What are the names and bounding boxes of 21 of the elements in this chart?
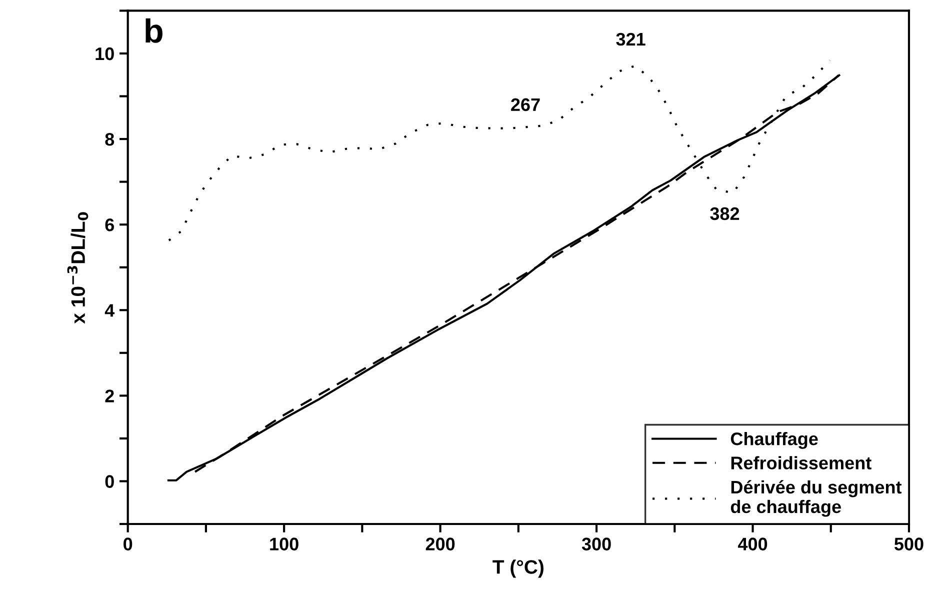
x-tick-label: 0 [124, 538, 132, 550]
x-tick-label: 100 [270, 538, 298, 550]
annotation: 267 [511, 98, 540, 112]
annotation: 321 [616, 32, 646, 46]
legend-label: Chauffage [730, 432, 818, 449]
y-tick-label: 6 [105, 218, 114, 232]
y-tick-label: 10 [96, 47, 114, 60]
chart-title: b [146, 18, 162, 43]
annotation: 382 [710, 207, 740, 220]
x-tick-label: 500 [894, 538, 924, 550]
y-tick-label: 0 [105, 475, 114, 488]
legend-label: Dérivée du segment de chauffage [730, 480, 902, 517]
x-tick-label: 400 [738, 538, 768, 550]
x-axis-title: T (°C) [492, 560, 544, 578]
legend-label: Refroidissement [731, 456, 872, 470]
x-tick-label: 200 [426, 538, 455, 550]
y-tick-label: 4 [104, 304, 115, 317]
y-tick-label: 8 [105, 132, 114, 146]
y-tick-label: 2 [105, 390, 114, 402]
y-axis-title: x 10$^{−3}$DL/L$_{0}$ [67, 212, 88, 324]
x-tick-label: 300 [582, 538, 611, 550]
